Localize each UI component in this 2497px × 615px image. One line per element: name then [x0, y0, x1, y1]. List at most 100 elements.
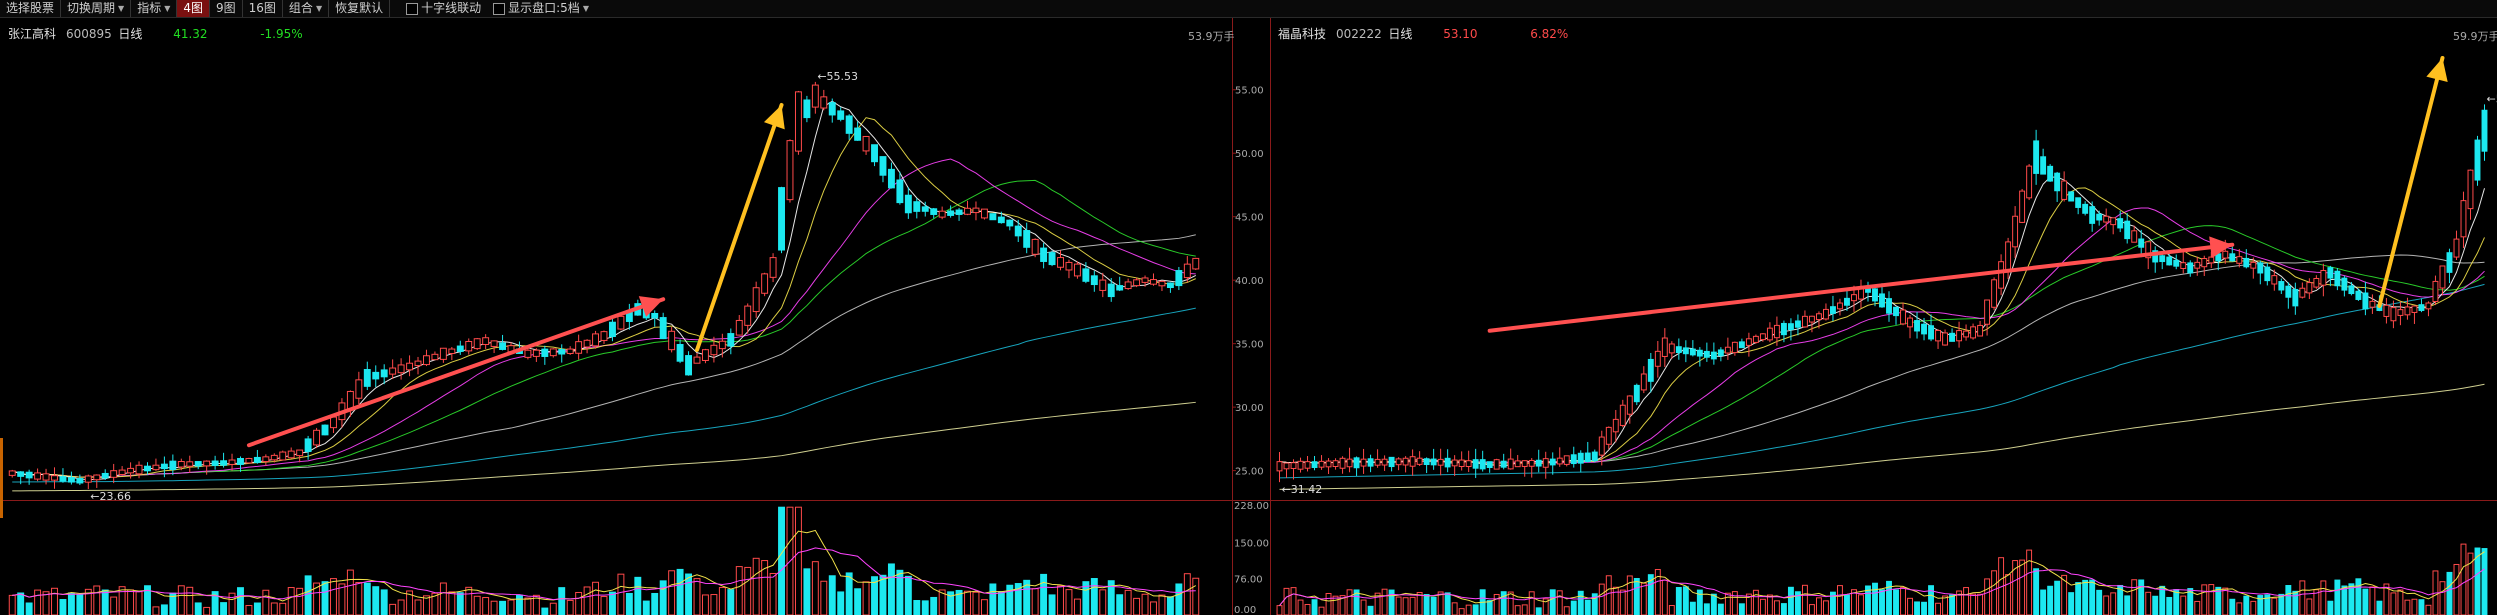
- candle-body: [1107, 283, 1115, 298]
- candle-body: [473, 338, 481, 350]
- candle-body: [2348, 285, 2355, 295]
- candle-body: [1872, 288, 1878, 302]
- volume-bar: [372, 586, 380, 615]
- candle-body: [2432, 280, 2439, 303]
- candle-body: [980, 208, 988, 219]
- candle-body: [786, 140, 794, 201]
- volume-bar: [1073, 598, 1081, 615]
- volume-bar: [1815, 597, 1822, 615]
- candle-body: [1500, 460, 1507, 468]
- candle-body: [1388, 456, 1395, 468]
- candle-body: [465, 341, 473, 352]
- volume-bar: [507, 599, 515, 615]
- candle-body: [321, 424, 329, 436]
- candle-body: [1970, 326, 1977, 339]
- chart-area: 张江高科 600895 日线 41.32 -1.95% 53.9万手 ←55.53 ←23.6…: [0, 18, 2497, 615]
- candle-body: [2250, 261, 2257, 269]
- volume-bar: [1451, 602, 1458, 615]
- volume-bar: [2138, 579, 2145, 615]
- volume-bar: [1360, 599, 1367, 615]
- volume-bar: [2306, 598, 2313, 615]
- candle-body: [380, 369, 388, 378]
- candle-body: [1521, 460, 1528, 467]
- volume-bar: [2208, 584, 2215, 615]
- volume-bar: [482, 597, 490, 615]
- volume-bar: [177, 585, 185, 615]
- volume-bar: [1444, 592, 1451, 615]
- volume-bar: [972, 591, 980, 615]
- volume-bar: [710, 594, 718, 615]
- trend-arrow-head: [763, 104, 785, 130]
- volume-bar: [1914, 601, 1920, 615]
- candle-body: [828, 102, 836, 116]
- candle-body: [279, 451, 287, 461]
- volume-bar: [2467, 552, 2474, 615]
- toolbar-button-3[interactable]: 4图: [177, 0, 210, 17]
- volume-bar: [1493, 593, 1500, 615]
- volume-bar: [270, 602, 278, 615]
- candle-body: [2411, 305, 2418, 313]
- volume-bar: [651, 592, 659, 615]
- candle-body: [778, 187, 785, 251]
- volume-bar: [1563, 606, 1570, 615]
- volume-bar: [592, 581, 600, 615]
- candle-body: [2278, 281, 2285, 291]
- toolbar-button-7[interactable]: 恢复默认: [329, 0, 391, 17]
- volume-bar: [1090, 578, 1098, 615]
- candle-body: [1738, 341, 1745, 349]
- candle-body: [2033, 140, 2040, 174]
- volume-bar: [1374, 592, 1381, 615]
- checkbox-label: 十字线联动: [421, 1, 482, 15]
- checkbox-0[interactable]: 十字线联动: [400, 0, 487, 17]
- candle-body: [76, 478, 84, 484]
- candle-body: [245, 457, 253, 464]
- candle-body: [2418, 304, 2425, 311]
- volume-bar: [1040, 573, 1048, 615]
- candle-body: [1647, 358, 1654, 382]
- toolbar-button-5[interactable]: 16图: [243, 0, 283, 17]
- toolbar-button-0[interactable]: 选择股票: [0, 0, 62, 17]
- candle-body: [549, 348, 557, 357]
- volume-bar: [1099, 589, 1107, 615]
- checkbox-1[interactable]: 显示盘口:5档 ▼: [487, 0, 595, 17]
- candle-body: [118, 469, 126, 476]
- volume-bar: [1423, 594, 1430, 615]
- volume-bar: [997, 591, 1005, 615]
- candle-body: [710, 344, 718, 356]
- volume-bar: [887, 563, 895, 615]
- toolbar-button-2[interactable]: 指标 ▼: [131, 0, 178, 17]
- candle-body: [355, 379, 363, 399]
- candle-body: [1283, 462, 1290, 470]
- candle-body: [1717, 349, 1724, 357]
- volume-bar: [1759, 598, 1766, 615]
- volume-bar: [1584, 599, 1591, 615]
- candle-body: [1675, 346, 1682, 353]
- toolbar-button-6[interactable]: 组合 ▼: [283, 0, 330, 17]
- candle-body: [1794, 320, 1801, 328]
- volume-bar: [1801, 584, 1808, 615]
- volume-bar: [1682, 586, 1689, 615]
- candle-body: [2145, 241, 2152, 259]
- candle-body: [2320, 269, 2327, 286]
- candle-body: [8, 470, 16, 476]
- volume-bar: [896, 569, 904, 615]
- toolbar-button-1[interactable]: 切换周期 ▼: [61, 0, 132, 17]
- volume-bar: [769, 572, 777, 615]
- volume-bar: [2285, 585, 2292, 615]
- volume-bar: [2362, 588, 2369, 615]
- candle-body: [1006, 219, 1014, 227]
- volume-bar: [1500, 591, 1507, 615]
- volume-bar: [1668, 605, 1675, 615]
- chevron-down-icon: ▼: [118, 4, 125, 13]
- candle-body: [287, 450, 295, 459]
- candle-body: [482, 337, 490, 345]
- toolbar-button-4[interactable]: 9图: [210, 0, 243, 17]
- candle-body: [1090, 275, 1098, 286]
- candle-body: [887, 168, 895, 189]
- volume-bar: [575, 591, 583, 615]
- candle-body: [2404, 306, 2411, 316]
- chart-pane-0: 张江高科 600895 日线 41.32 -1.95% 53.9万手 ←55.53 ←23.6…: [8, 26, 1269, 615]
- candle-body: [989, 213, 997, 221]
- volume-bar: [237, 587, 244, 615]
- max-price-label: ←55.53: [817, 70, 858, 83]
